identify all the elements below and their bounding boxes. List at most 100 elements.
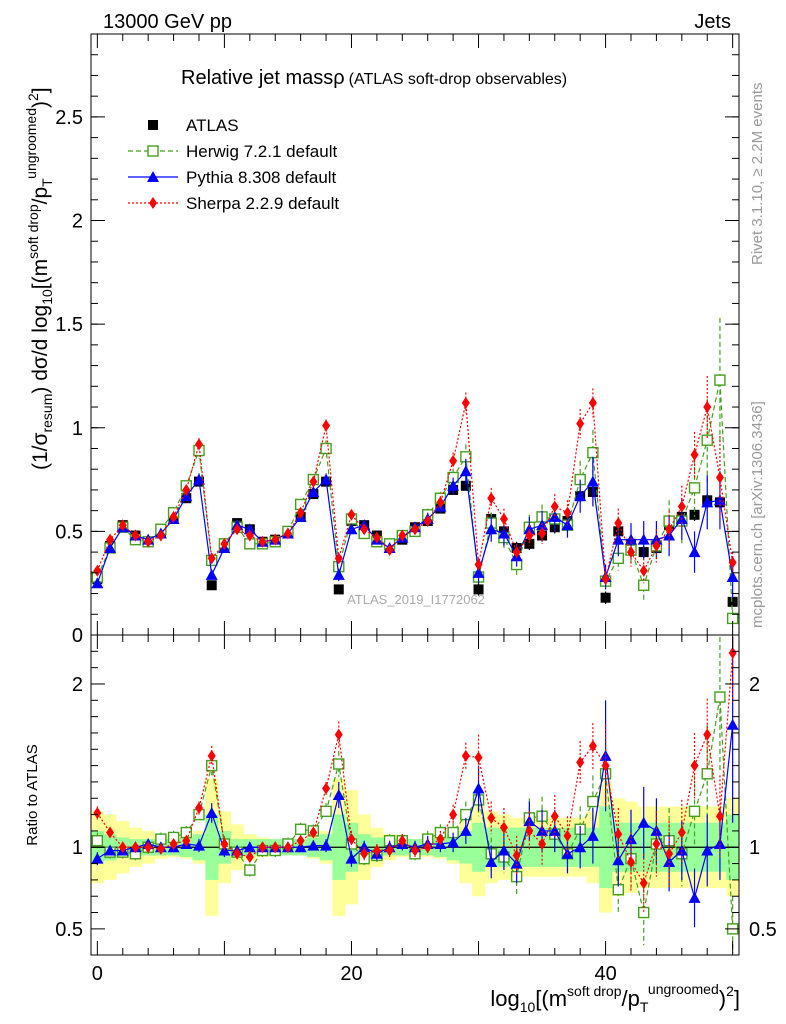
ratio-pythia-point [485,855,498,867]
ratio-sherpa-point [334,728,343,741]
main-pythia-point [447,479,460,491]
ratio-sherpa-point [296,834,305,847]
main-pythia-point [688,546,701,558]
main-herwig-point [638,579,650,591]
legend-label: Pythia 8.308 default [186,168,337,187]
ratio-ytick-label: 2 [72,674,83,696]
ratio-ticks: 0.5 0.51 12 20 20 40 [55,635,777,985]
main-sherpa-point [411,523,419,536]
ratio-ytick-label-right: 1 [749,837,760,859]
main-sherpa-point [525,529,534,542]
ratio-sherpa-point [614,828,623,841]
main-ytick-label: 2.5 [55,107,83,129]
main-sherpa-point [703,401,712,414]
ratio-ylabel: Ratio to ATLAS [24,744,41,845]
main-pythia-point [701,496,714,508]
main-sherpa-point [106,533,115,546]
ratio-xtick-label: 0 [92,963,103,985]
ratio-pythia-point [497,844,510,856]
ratio-herwig-point [294,823,307,835]
main-sherpa-point [512,546,521,559]
ratio-pythia-point [104,844,117,856]
main-pythia-point [320,473,333,485]
ratio-pythia-point [294,841,307,853]
main-pythia-point [459,465,472,477]
main-sherpa-point [449,454,458,467]
ratio-herwig-point [320,805,332,818]
ratio-pythia-point [574,841,587,853]
main-points [91,317,739,627]
main-sherpa-point [690,448,699,461]
main-pythia-point [193,473,205,485]
main-sherpa-point [118,519,127,532]
legend-marker [147,171,159,182]
main-sherpa-point [436,496,445,509]
main-sherpa-point [385,544,394,557]
main-atlas-point [600,592,611,603]
ratio-herwig-point [688,805,701,818]
main-sherpa-point [563,506,572,519]
main-sherpa-point [398,529,407,542]
main-sherpa-point [538,527,547,540]
main-sherpa-point [156,529,165,542]
main-pythia-point [345,523,358,535]
chart-title-main: Relative jet massρ [181,67,345,89]
main-sherpa-point [220,537,229,550]
ratio-sherpa-point [499,821,508,834]
ratio-sherpa-point [715,810,724,823]
ratio-sherpa-point [156,842,165,855]
ratio-sherpa-point [106,826,115,839]
ratio-sherpa-point [245,851,254,864]
ratio-sherpa-point [576,756,585,769]
main-sherpa-point [474,558,483,571]
main-herwig-line [96,379,734,619]
main-watermark: ATLAS_2019_I1772062 [347,592,485,607]
main-sherpa-point [271,533,280,546]
main-sherpa-point [322,419,331,432]
main-pythia-point [472,566,485,578]
ratio-sherpa-point [601,759,610,772]
main-sherpa-point [334,552,343,565]
main-pythia-point [637,533,650,545]
main-pythia-point [548,510,561,522]
ratio-herwig-point [714,691,726,703]
main-herwig-point [688,482,701,494]
main-pythia-point [332,568,345,580]
ratio-sherpa-point [728,646,737,659]
ratio-ytick-label-right: 0.5 [749,919,777,941]
ratio-pythia-point [205,806,218,818]
main-sherpa-point [372,531,381,544]
main-atlas-point [727,596,738,607]
main-sherpa-point [665,523,674,536]
ratio-pythia-point [599,749,612,761]
main-sherpa-point [614,517,623,530]
ratio-sherpa-point [512,849,521,862]
ratio-sherpa-point [258,841,267,854]
ratio-sherpa-point [588,740,597,753]
ratio-sherpa-point [652,837,661,850]
ratio-pythia-point [345,852,358,864]
ratio-sherpa-point [703,728,712,741]
main-atlas-point [333,584,344,595]
legend: ATLAS Herwig 7.2.1 default Pythia 8.308 de… [128,116,339,213]
main-herwig-point [714,374,726,386]
ratio-pythia-point [536,824,549,836]
ratio-pythia-point [243,841,256,853]
ratio-sherpa-point [144,841,153,854]
ratio-sherpa-point [207,749,216,762]
main-plot: 0 0.5 1 1.5 2 2.5 ATLAS_2019_I1772062 Relativ… [23,33,740,647]
main-herwig-point [320,442,332,455]
legend-marker [147,145,159,157]
ratio-sherpa-point [436,833,445,846]
ratio-sherpa-point [309,826,318,839]
main-sherpa-point [144,535,153,548]
main-ylabel: (1/σresum) dσ/d log10[(msoft drop/pTungr… [23,87,55,470]
ratio-pythia-point [726,718,739,730]
ratio-sherpa-point [449,808,458,821]
ratio-sherpa-point [233,847,242,860]
ratio-sherpa-point [474,751,483,764]
ratio-points [91,637,739,953]
main-ticks: 0 0.5 1 1.5 2 2.5 [55,34,739,647]
main-ytick-label: 0.5 [55,521,83,543]
main-sherpa-point [169,510,178,523]
